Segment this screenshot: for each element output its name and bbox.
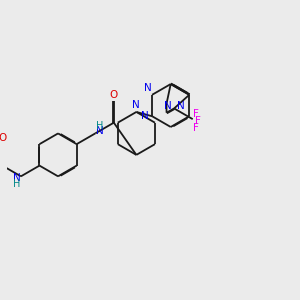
- Text: F: F: [193, 123, 199, 133]
- Text: N: N: [177, 101, 185, 112]
- Text: H: H: [13, 179, 20, 189]
- Text: O: O: [110, 90, 118, 100]
- Text: N: N: [13, 173, 20, 183]
- Text: N: N: [133, 100, 140, 110]
- Text: N: N: [141, 111, 149, 121]
- Text: O: O: [0, 133, 6, 143]
- Text: N: N: [164, 101, 171, 111]
- Text: N: N: [144, 83, 152, 93]
- Text: H: H: [96, 121, 103, 131]
- Text: N: N: [96, 127, 104, 136]
- Text: F: F: [195, 116, 200, 126]
- Text: F: F: [193, 109, 199, 119]
